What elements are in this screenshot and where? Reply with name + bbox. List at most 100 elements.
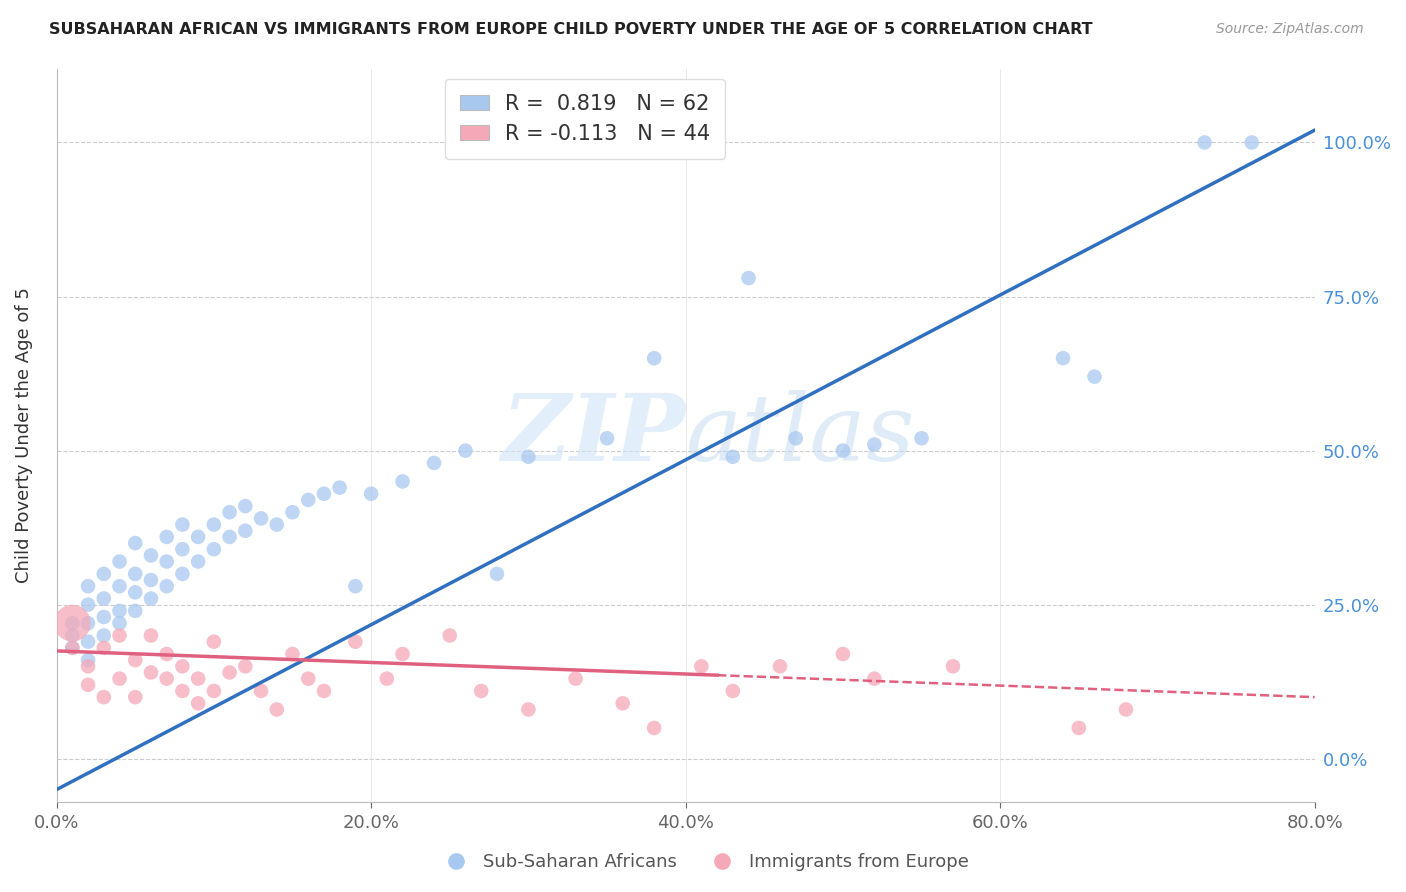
Point (218, 505, 240, 519)
Y-axis label: Child Poverty Under the Age of 5: Child Poverty Under the Age of 5 (15, 287, 32, 583)
Point (108, 628, 131, 642)
Point (60, 616, 83, 631)
Point (77, 653, 100, 667)
Point (942, 659, 965, 673)
Point (77, 579, 100, 593)
Point (93, 610, 115, 624)
Point (1052, 351, 1074, 366)
Point (596, 431, 619, 445)
Point (77, 678, 100, 692)
Point (218, 530, 240, 544)
Point (124, 604, 146, 618)
Text: Source: ZipAtlas.com: Source: ZipAtlas.com (1216, 22, 1364, 37)
Point (108, 604, 131, 618)
Point (202, 634, 225, 648)
Point (156, 555, 179, 569)
Point (517, 450, 540, 464)
Point (139, 665, 162, 680)
Point (312, 487, 335, 501)
Point (172, 542, 194, 557)
Point (391, 475, 413, 489)
Point (297, 672, 319, 686)
Point (1083, 369, 1105, 384)
Point (297, 492, 319, 507)
Point (360, 487, 382, 501)
Point (124, 653, 146, 667)
Point (93, 628, 115, 642)
Point (1194, 136, 1216, 150)
Point (139, 628, 162, 642)
Text: atlas: atlas (686, 390, 915, 480)
Point (172, 517, 194, 532)
Point (423, 456, 446, 470)
Point (77, 634, 100, 648)
Point (737, 271, 759, 285)
Point (1240, 136, 1263, 150)
Point (769, 659, 792, 673)
Point (124, 585, 146, 599)
Point (785, 431, 807, 445)
Point (172, 659, 194, 673)
Point (344, 579, 367, 593)
Point (344, 634, 367, 648)
Point (831, 647, 853, 661)
Point (187, 696, 209, 710)
Point (202, 684, 225, 698)
Point (863, 437, 886, 451)
Point (139, 549, 162, 563)
Point (454, 443, 477, 458)
Point (77, 616, 100, 631)
Text: ZIP: ZIP (502, 390, 686, 480)
Point (139, 573, 162, 587)
Point (281, 505, 304, 519)
Point (910, 431, 932, 445)
Point (60, 640, 83, 655)
Point (329, 481, 352, 495)
Point (93, 566, 115, 581)
Point (172, 566, 194, 581)
Legend: Sub-Saharan Africans, Immigrants from Europe: Sub-Saharan Africans, Immigrants from Eu… (430, 847, 976, 879)
Point (93, 591, 115, 606)
Point (863, 672, 886, 686)
Point (187, 672, 209, 686)
Point (233, 524, 256, 538)
Point (643, 721, 665, 735)
Point (281, 647, 304, 661)
Point (187, 555, 209, 569)
Point (202, 517, 225, 532)
Point (202, 542, 225, 557)
Point (77, 659, 100, 673)
Point (1067, 721, 1090, 735)
Point (233, 659, 256, 673)
Point (77, 598, 100, 612)
Point (266, 702, 288, 716)
Point (266, 517, 288, 532)
Point (187, 530, 209, 544)
Point (139, 591, 162, 606)
Point (156, 647, 179, 661)
Point (250, 684, 273, 698)
Legend: R =  0.819   N = 62, R = -0.113   N = 44: R = 0.819 N = 62, R = -0.113 N = 44 (444, 78, 725, 159)
Point (108, 579, 131, 593)
Point (108, 672, 131, 686)
Point (250, 511, 273, 525)
Point (439, 628, 461, 642)
Point (517, 702, 540, 716)
Point (124, 690, 146, 705)
Point (831, 443, 853, 458)
Point (1115, 702, 1137, 716)
Point (156, 672, 179, 686)
Point (108, 555, 131, 569)
Point (690, 659, 713, 673)
Point (233, 499, 256, 513)
Point (60, 616, 83, 631)
Point (391, 647, 413, 661)
Point (721, 684, 744, 698)
Point (612, 696, 634, 710)
Point (60, 640, 83, 655)
Point (312, 684, 335, 698)
Point (156, 530, 179, 544)
Point (156, 579, 179, 593)
Point (721, 450, 744, 464)
Point (172, 684, 194, 698)
